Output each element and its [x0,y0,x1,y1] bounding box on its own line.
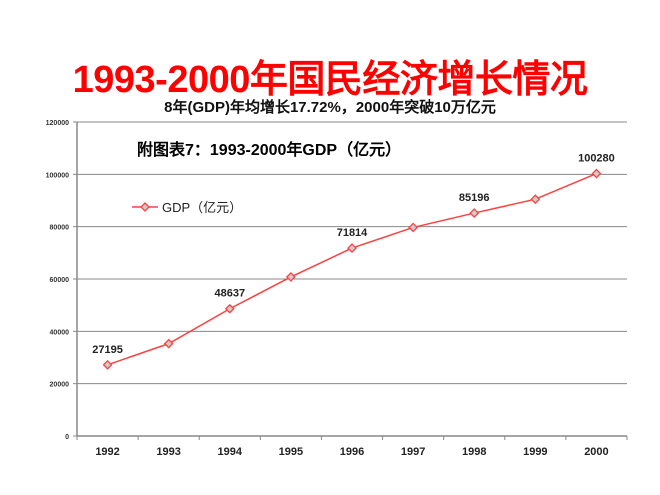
y-tick-label: 20000 [50,382,70,389]
subtitle: 8年(GDP)年均增长17.72%，2000年突破10万亿元 [164,99,496,116]
data-point-marker [102,359,113,370]
x-tick-label: 1999 [523,446,547,458]
y-tick-label: 120000 [46,120,69,127]
x-tick-label: 1996 [340,446,364,458]
data-point-marker [469,208,480,218]
y-tick-label: 40000 [50,329,70,336]
data-label: 100280 [578,153,615,165]
data-label: 71814 [337,227,368,239]
x-tick-label: 1995 [279,446,303,458]
data-point-marker [530,194,541,205]
data-label: 85196 [459,192,490,204]
x-tick-label: 1994 [218,446,243,458]
data-point-marker [285,271,296,282]
y-tick-label: 0 [65,434,69,441]
data-point-marker [347,243,357,254]
chart-title: 附图表7：1993-2000年GDP（亿元） [137,140,401,159]
main-title: 1993-2000年国民经济增长情况 [72,59,588,101]
x-tick-label: 1993 [156,446,180,458]
y-tick-label: 100000 [46,172,69,179]
legend: GDP（亿元） [132,200,242,215]
data-point-marker [408,222,419,233]
x-tick-label: 1997 [401,446,425,458]
x-tick-label: 1992 [95,446,119,458]
data-point-marker [591,168,602,179]
data-label: 27195 [92,344,123,356]
data-label: 48637 [214,288,245,300]
x-tick-label: 2000 [584,446,608,458]
legend-label: GDP（亿元） [162,200,242,215]
legend-marker-icon [140,202,150,212]
x-tick-label: 1998 [462,446,486,458]
data-point-marker [163,338,174,349]
data-point-marker [224,303,235,314]
y-tick-label: 60000 [50,277,70,284]
y-tick-label: 80000 [50,225,70,232]
